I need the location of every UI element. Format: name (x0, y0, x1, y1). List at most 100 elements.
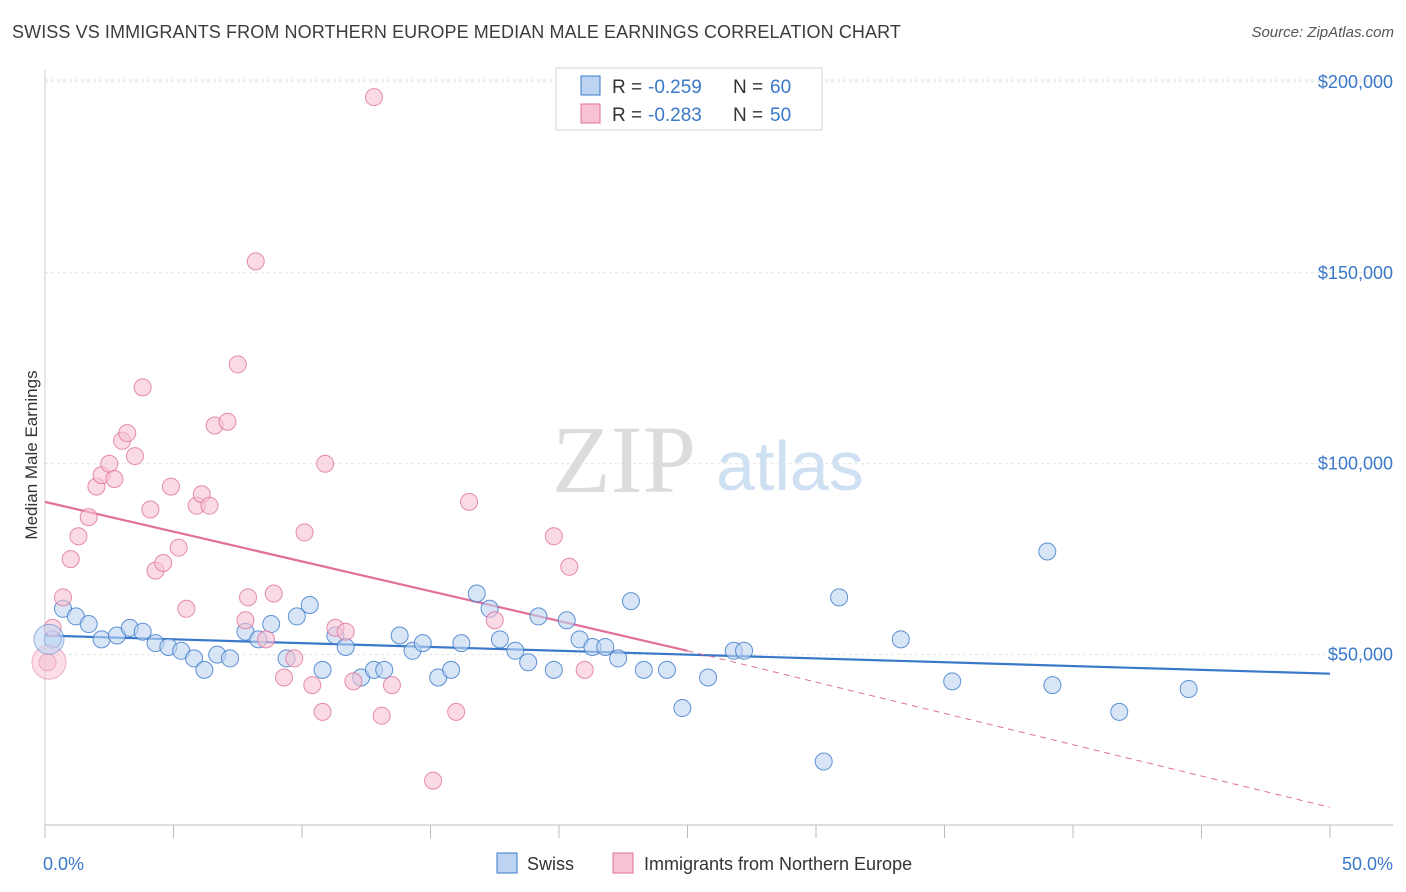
point-immigrants-43 (424, 771, 443, 790)
legend-r-value-2: -0.283 (648, 105, 702, 126)
point-swiss-17 (262, 615, 281, 634)
point-immigrants-19 (177, 599, 196, 618)
point-immigrants-25 (228, 355, 247, 374)
legend-n-value-1: 60 (770, 77, 791, 98)
legend-n-value-2: 50 (770, 105, 791, 126)
x-tick-label-0: 0.0% (43, 854, 84, 874)
point-swiss-37 (519, 653, 538, 672)
bottom-legend: Swiss Immigrants from Northern Europe (496, 852, 912, 874)
point-immigrants-28 (246, 252, 265, 271)
y-tick-label-2: $150,000 (1318, 263, 1393, 283)
point-swiss-40 (557, 611, 576, 630)
gridlines (45, 79, 1393, 656)
point-immigrants-35 (313, 702, 332, 721)
point-immigrants-18 (169, 538, 188, 557)
point-swiss-26 (375, 660, 394, 679)
point-immigrants-33 (295, 523, 314, 542)
watermark-zip: ZIP (552, 406, 696, 513)
point-immigrants-12 (125, 447, 144, 466)
point-immigrants-13 (133, 378, 152, 397)
point-immigrants-24 (218, 412, 237, 431)
point-swiss-31 (442, 660, 461, 679)
legend-r-value-1: -0.259 (648, 77, 702, 98)
top-legend: R = -0.259 N = 60 R = -0.283 N = 50 (555, 67, 823, 131)
point-immigrants-44 (447, 702, 466, 721)
point-swiss-59 (1179, 679, 1198, 698)
point-swiss-11 (185, 649, 204, 668)
point-swiss-47 (657, 660, 676, 679)
point-swiss-23 (336, 637, 355, 656)
point-immigrants-31 (275, 668, 294, 687)
watermark-atlas: atlas (716, 427, 864, 505)
point-immigrants-41 (372, 706, 391, 725)
bottom-legend-swatch-immigrants (612, 852, 634, 874)
point-swiss-14 (221, 649, 240, 668)
point-immigrants-39 (344, 672, 363, 691)
trend-line-dashed-immigrants (687, 650, 1331, 808)
legend-n-label-2: N = (733, 105, 763, 126)
point-immigrants-11 (118, 424, 137, 443)
point-swiss-29 (413, 634, 432, 653)
point-immigrants-48 (560, 557, 579, 576)
point-swiss-38 (529, 607, 548, 626)
point-swiss-36 (506, 641, 525, 660)
point-immigrants-34 (303, 676, 322, 695)
point-swiss-44 (609, 649, 628, 668)
point-immigrants-47 (544, 527, 563, 546)
chart-title: SWISS VS IMMIGRANTS FROM NORTHERN EUROPE… (12, 22, 901, 42)
point-swiss-53 (830, 588, 849, 607)
point-swiss-56 (1038, 542, 1057, 561)
y-tick-labels: $50,000 $100,000 $150,000 $200,000 (1318, 72, 1393, 665)
point-swiss-19 (287, 607, 306, 626)
point-immigrants-49 (575, 660, 594, 679)
point-immigrants-29 (257, 630, 276, 649)
point-swiss-54 (891, 630, 910, 649)
data-points (31, 88, 1198, 790)
source-label: Source: ZipAtlas.com (1251, 24, 1394, 41)
axes (44, 70, 1393, 838)
point-immigrants-32 (285, 649, 304, 668)
point-swiss-4 (92, 630, 111, 649)
legend-swatch-swiss (580, 75, 601, 96)
point-immigrants-40 (364, 88, 383, 107)
point-immigrants-8 (100, 454, 119, 473)
point-swiss-46 (634, 660, 653, 679)
point-swiss-20 (300, 595, 319, 614)
point-swiss-55 (943, 672, 962, 691)
point-immigrants-5 (79, 508, 98, 527)
trend-line-immigrants (44, 500, 688, 652)
point-immigrants-16 (154, 553, 173, 572)
watermark: ZIP atlas (552, 406, 864, 513)
x-tick-labels: 0.0% 50.0% (43, 854, 1393, 874)
y-tick-label-0: $50,000 (1328, 645, 1393, 665)
point-swiss-3 (79, 615, 98, 634)
point-swiss-39 (544, 660, 563, 679)
point-swiss-52 (814, 752, 833, 771)
legend-swatch-immigrants (580, 103, 601, 124)
point-swiss-7 (133, 622, 152, 641)
point-immigrants-45 (460, 492, 479, 511)
point-swiss-35 (490, 630, 509, 649)
point-large-1 (33, 623, 65, 655)
point-swiss-33 (467, 584, 486, 603)
point-immigrants-9 (105, 469, 124, 488)
point-immigrants-30 (264, 584, 283, 603)
point-immigrants-27 (239, 588, 258, 607)
point-swiss-21 (313, 660, 332, 679)
point-immigrants-14 (141, 500, 160, 519)
point-swiss-27 (390, 626, 409, 645)
point-swiss-12 (195, 660, 214, 679)
point-immigrants-36 (316, 454, 335, 473)
point-swiss-32 (452, 634, 471, 653)
bottom-legend-label-immigrants: Immigrants from Northern Europe (644, 854, 912, 874)
legend-r-label-1: R = (612, 77, 642, 98)
point-swiss-49 (699, 668, 718, 687)
point-swiss-43 (596, 637, 615, 656)
point-immigrants-38 (336, 622, 355, 641)
point-immigrants-46 (485, 611, 504, 630)
legend-n-label-1: N = (733, 77, 763, 98)
y-axis-label: Median Male Earnings (22, 370, 41, 539)
point-swiss-45 (621, 592, 640, 611)
bottom-legend-label-swiss: Swiss (527, 854, 574, 874)
